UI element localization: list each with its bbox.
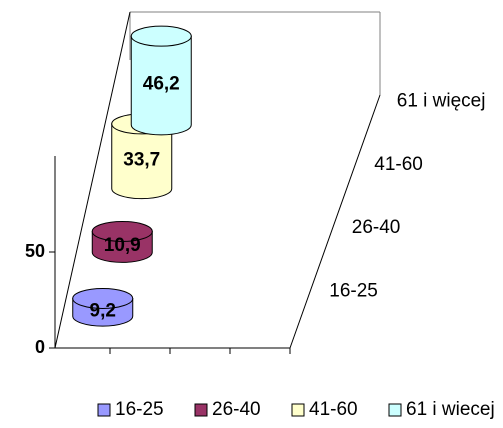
chart-frame (54, 11, 381, 354)
legend-label: 26-40 (212, 399, 261, 420)
legend-swatch (194, 403, 208, 417)
z-tick-label: 16-25 (329, 280, 378, 301)
y-tick-label: 50 (25, 241, 45, 261)
cylinder-top (91, 220, 153, 242)
legend-swatch (97, 403, 111, 417)
cylinder: 46,2 (130, 25, 192, 136)
cylinder-top (130, 25, 192, 47)
legend-swatch (291, 403, 305, 417)
cylinder: 9,2 (72, 287, 134, 327)
legend-label: 61 i wiecej (406, 399, 495, 420)
cylinder: 10,9 (91, 220, 153, 263)
z-tick-label: 61 i więcej (397, 91, 486, 112)
legend-swatch (388, 403, 402, 417)
value-label: 10,9 (104, 235, 141, 256)
legend-label: 41-60 (309, 399, 358, 420)
cylinder-top (72, 287, 134, 309)
value-label: 46,2 (143, 74, 180, 95)
cylinder-body (111, 123, 173, 200)
legend-label: 16-25 (115, 399, 164, 420)
cylinder-body (130, 35, 192, 136)
z-tick-label: 41-60 (374, 154, 423, 175)
z-tick-label: 26-40 (352, 217, 401, 238)
y-tick-label: 0 (35, 337, 45, 357)
value-label: 9,2 (90, 300, 116, 321)
value-label: 33,7 (123, 149, 160, 170)
